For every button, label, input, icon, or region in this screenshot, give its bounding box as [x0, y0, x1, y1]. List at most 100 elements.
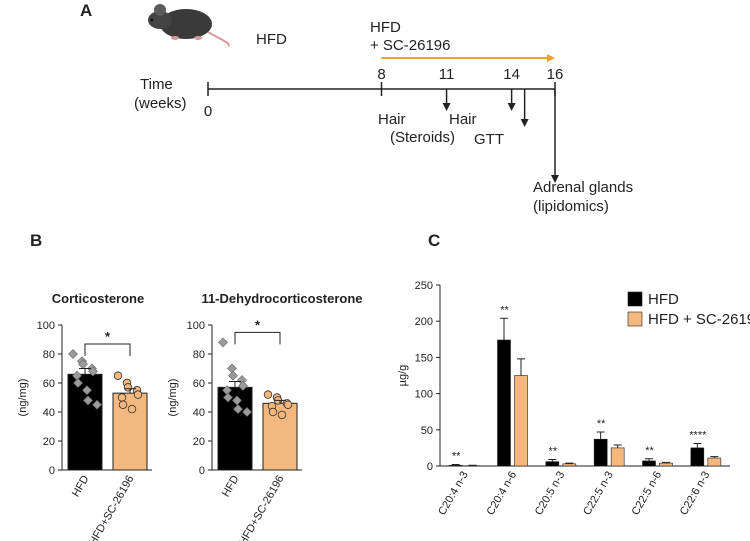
data-point: [228, 370, 238, 381]
event-arrow-head: [520, 119, 529, 127]
week-label: 8: [377, 66, 385, 83]
phase-label: HFD: [370, 19, 401, 36]
data-point: [73, 378, 83, 388]
y-tick-label: 40: [43, 407, 55, 419]
y-axis-label: µg/g: [397, 365, 409, 387]
y-tick-label: 20: [43, 436, 55, 448]
panel-label: B: [30, 231, 42, 250]
y-tick-label: 100: [37, 320, 55, 332]
week-label: 16: [547, 66, 564, 83]
significance-label: **: [597, 418, 606, 430]
bar: [514, 375, 528, 467]
y-tick-label: 80: [193, 349, 205, 361]
data-point: [242, 407, 252, 417]
panel-label: C: [428, 231, 440, 250]
error-bar: [693, 443, 702, 448]
data-point: [233, 404, 243, 415]
chart-title: Corticosterone: [52, 291, 144, 306]
bar: [112, 392, 148, 471]
y-tick-label: 200: [415, 316, 433, 328]
x-tick-label: HFD: [70, 473, 92, 499]
x-tick-label: C20:4 n-3: [436, 469, 471, 517]
chart-title: 11-Dehydrocorticosterone: [201, 291, 362, 306]
y-tick-label: 0: [49, 465, 55, 477]
x-tick-label: HFD+SC-26196: [87, 474, 137, 541]
bar: [642, 460, 656, 467]
significance-label: ****: [689, 430, 707, 442]
y-tick-label: 50: [421, 425, 433, 437]
mouse-icon: [148, 4, 230, 47]
y-tick-label: 80: [43, 349, 55, 361]
data-point: [118, 400, 128, 409]
data-point: [127, 404, 137, 414]
bar: [593, 438, 608, 467]
week-label: 14: [503, 66, 520, 83]
x-tick-label: C22:6 n-3: [678, 470, 713, 518]
y-tick-label: 60: [43, 378, 55, 390]
y-tick-label: 60: [193, 378, 205, 390]
y-tick-label: 100: [415, 389, 433, 401]
data-point: [232, 395, 242, 406]
error-bar: [548, 458, 557, 462]
legend-swatch: [627, 311, 643, 327]
phase-label: + SC-26196: [370, 37, 450, 54]
bar: [690, 447, 705, 467]
data-point: [117, 393, 127, 402]
data-point: [277, 410, 287, 420]
event-arrow-head: [442, 103, 451, 111]
charts: 020406080100(ng/mg)CorticosteroneHFDHFD+…: [17, 280, 750, 541]
significance-bracket: [234, 331, 281, 345]
x-tick-label: C20:4 n-6: [485, 470, 520, 518]
bar: [545, 461, 560, 467]
error-bar: [500, 317, 508, 341]
data-point: [223, 392, 233, 403]
x-tick-label: C22:5 n-3: [581, 470, 616, 518]
legend-label: HFD + SC-26196: [648, 311, 750, 328]
bar: [610, 447, 625, 467]
significance-label: **: [645, 445, 654, 457]
bar: [659, 462, 673, 467]
legend-label: HFD: [648, 291, 679, 308]
data-point: [68, 349, 78, 359]
event-arrow-head: [551, 175, 559, 183]
error-bar: [710, 456, 719, 459]
phase-label: HFD: [256, 31, 287, 48]
data-point: [227, 363, 237, 374]
error-bar: [613, 444, 622, 448]
error-bar: [274, 399, 286, 404]
significance-label: *: [105, 329, 111, 344]
data-point: [88, 366, 98, 377]
data-point: [238, 380, 248, 391]
treatment-arrow-head: [547, 54, 555, 62]
event-label: Adrenal glands: [533, 179, 633, 196]
panel-label: A: [80, 1, 92, 20]
error-bar: [596, 431, 605, 440]
error-bar: [124, 388, 136, 394]
y-tick-label: 20: [193, 436, 205, 448]
error-bar: [645, 458, 653, 461]
significance-bracket: [84, 343, 131, 356]
y-tick-label: 0: [427, 461, 433, 473]
y-tick-label: 40: [193, 407, 205, 419]
x-tick-label: HFD+SC-26196: [237, 474, 287, 541]
significance-label: *: [255, 317, 261, 332]
error-bar: [79, 368, 91, 375]
legend-swatch: [627, 291, 643, 307]
data-point: [263, 390, 273, 399]
data-point: [133, 390, 143, 399]
bar: [562, 463, 577, 467]
data-point: [268, 407, 278, 417]
event-label: (Steroids): [390, 129, 455, 146]
bar: [497, 339, 511, 467]
event-label: (lipidomics): [533, 198, 609, 215]
data-point: [92, 399, 102, 410]
y-tick-label: 150: [415, 352, 433, 364]
x-tick-label: C20:5 n-3: [533, 470, 568, 518]
data-point: [113, 371, 123, 380]
error-bar: [517, 358, 525, 376]
bar: [67, 373, 103, 471]
bar: [448, 464, 463, 467]
